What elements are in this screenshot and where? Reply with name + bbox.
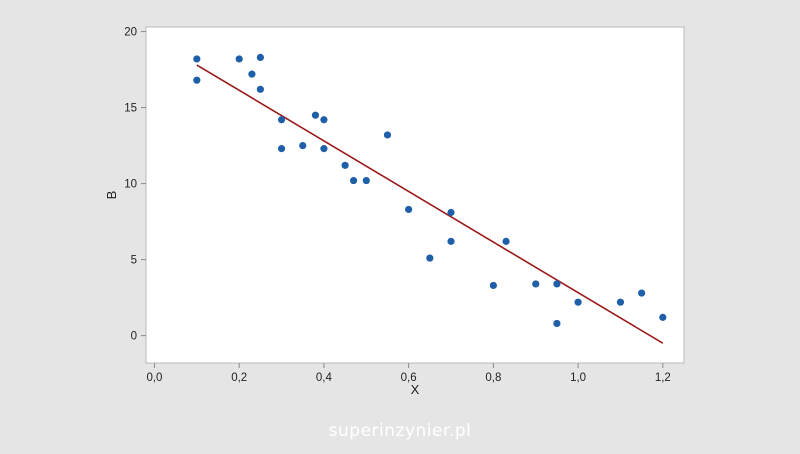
- x-tick-label: 0,2: [231, 372, 247, 384]
- data-point: [489, 281, 497, 290]
- x-tick-label: 0,8: [485, 372, 501, 384]
- data-point: [320, 145, 328, 153]
- data-point: [447, 237, 455, 245]
- data-point: [248, 70, 256, 78]
- data-point: [277, 116, 286, 124]
- data-point: [277, 145, 286, 153]
- y-tick-label: 10: [124, 179, 137, 191]
- data-point: [349, 176, 358, 185]
- data-point: [193, 76, 201, 84]
- data-point: [383, 131, 392, 139]
- data-point: [426, 254, 434, 262]
- data-point: [574, 298, 582, 306]
- y-axis-label: B: [104, 191, 119, 200]
- data-point: [659, 313, 667, 321]
- x-tick-label: 0,0: [146, 372, 162, 384]
- x-axis: 0,0 0,2 0,4 0,6 0,8 1,0 1,2: [146, 363, 671, 384]
- y-axis: 0 5 10 15 20: [124, 27, 146, 343]
- data-point: [638, 289, 646, 297]
- data-point: [256, 53, 264, 62]
- y-tick-label: 20: [124, 27, 137, 39]
- x-tick-label: 1,0: [570, 372, 586, 384]
- data-point: [405, 205, 413, 214]
- points-layer: [193, 53, 667, 328]
- x-tick-label: 0,6: [401, 372, 417, 384]
- data-point: [362, 176, 370, 185]
- data-point: [299, 141, 307, 150]
- data-point: [235, 55, 243, 63]
- x-tick-label: 1,2: [655, 372, 671, 384]
- data-point: [311, 111, 320, 119]
- data-point: [341, 161, 349, 169]
- watermark-text: superinzynier.pl: [328, 421, 472, 441]
- fit-line-layer: [196, 64, 664, 344]
- data-point: [447, 208, 455, 217]
- x-tick-label: 0,4: [316, 372, 333, 384]
- data-point: [553, 280, 561, 288]
- data-point: [553, 319, 561, 328]
- data-point: [320, 116, 328, 124]
- regression-line: [196, 64, 664, 344]
- x-axis-label: X: [411, 382, 420, 397]
- data-point: [616, 298, 625, 306]
- data-point: [532, 280, 540, 288]
- y-tick-label: 0: [131, 331, 137, 343]
- data-point: [193, 55, 201, 63]
- data-point: [256, 85, 264, 93]
- y-tick-label: 15: [124, 103, 137, 115]
- y-tick-label: 5: [131, 255, 137, 267]
- data-point: [502, 237, 510, 245]
